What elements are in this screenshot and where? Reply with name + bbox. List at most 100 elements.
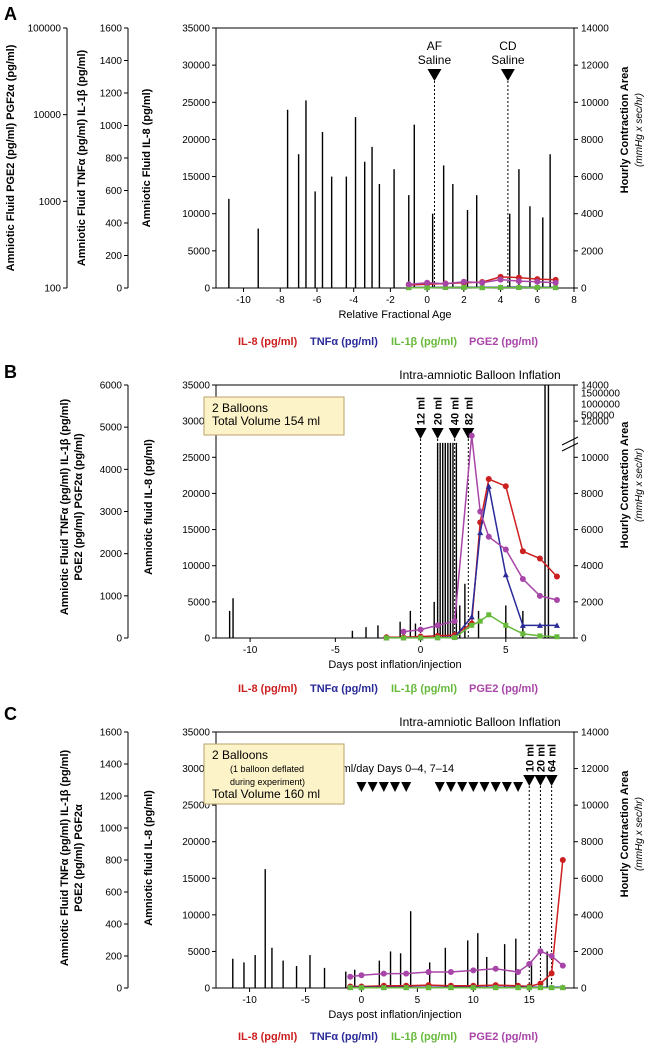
- panel-a-series-point: [553, 285, 559, 291]
- panel-a-right-tick-label: 4000: [581, 209, 604, 220]
- panel-b-series-point: [485, 533, 492, 540]
- panel-c-note-box: [203, 743, 345, 805]
- panel-b-il8-tick-label: 35000: [182, 381, 210, 392]
- panel-a-y_cyt-tick-label: 800: [105, 154, 122, 165]
- panel-b-right-tick-label: 14000: [581, 381, 609, 392]
- panel-c-small-injection-marker: [445, 782, 456, 792]
- panel-b-y_cyt-tick-label: 2000: [100, 549, 123, 560]
- panel-c-event-marker: [545, 775, 558, 786]
- panel-b-series-point: [418, 635, 424, 641]
- panel-b-series-point: [477, 508, 484, 515]
- panel-a-series-point: [461, 285, 467, 291]
- panel-c-series-point: [559, 962, 566, 969]
- panel-c-il8-tick-label: 25000: [182, 801, 210, 812]
- panel-b-series-point: [554, 634, 560, 640]
- panel-b-x-axis-title: Days post inflation/injection: [328, 659, 461, 671]
- panel-c-il8-tick-label: 15000: [182, 874, 210, 885]
- panel-b-il8-tick-label: 20000: [182, 489, 210, 500]
- panel-b-right-break-tick-label: 1500000: [581, 389, 620, 400]
- panel-a-il8-tick-label: 35000: [182, 24, 210, 35]
- panel-b-series-point: [452, 635, 458, 641]
- panel-a-event-label: Saline: [491, 53, 525, 67]
- panel-c-series-point: [358, 985, 364, 991]
- panel-b-il8-tick-label: 15000: [182, 525, 210, 536]
- panel-a-y_pge-tick-label: 100: [44, 284, 61, 295]
- panel-a-y_cyt-tick-label: 400: [105, 219, 122, 230]
- panel-b-series-point: [519, 622, 526, 628]
- panel-c-event-marker: [534, 775, 547, 786]
- panel-a-right-tick-label: 10000: [581, 98, 609, 109]
- panel-a-right-tick-label: 14000: [581, 24, 609, 35]
- panel-c-right-tick-label: 2000: [581, 947, 604, 958]
- panel-b-y_cyt-tick-label: 1000: [100, 591, 123, 602]
- panel-c-note-line: Total Volume 160 ml: [212, 787, 320, 801]
- panel-b-series-point: [536, 592, 543, 599]
- panel-a-y_cyt-tick-label: 1000: [100, 121, 123, 132]
- panel-b-y_cyt-tick-label: 6000: [100, 381, 123, 392]
- a-il8-axis-title: Amniotic Fluid IL-8 (pg/ml): [141, 88, 153, 227]
- panel-b-series-point: [400, 628, 407, 635]
- panel-b-series-point: [536, 622, 543, 628]
- panel-a-il8-tick-label: 20000: [182, 135, 210, 146]
- panel-c-legend-pge: PGE2 (pg/ml): [469, 1031, 538, 1043]
- panel-a-plot-frame: [215, 27, 575, 289]
- c-cyt-axis-title-2: PGE2 (pg/ml) PGF2α: [73, 804, 85, 912]
- a-right-axis-title: Hourly Contraction Area: [619, 66, 631, 194]
- panel-b-title: Intra-amniotic Balloon Inflation: [399, 368, 560, 382]
- panel-c-small-injection-marker: [468, 782, 479, 792]
- panel-c-small-injection-marker: [367, 782, 378, 792]
- panel-b-series-point: [469, 622, 475, 628]
- panel-c-il8-tick-label: 0: [204, 984, 210, 995]
- panel-b-event-label: 40 ml: [450, 397, 462, 425]
- panel-b-series-point: [553, 597, 560, 604]
- panel-c-title: Intra-amniotic Balloon Inflation: [399, 715, 560, 729]
- panel-c-series-point: [526, 961, 533, 967]
- panel-c-event-label: 20 ml: [535, 744, 547, 772]
- panel-c-series-point: [515, 969, 522, 975]
- panel-b-legend-pge: PGE2 (pg/ml): [469, 683, 538, 695]
- panel-b-series-point: [468, 432, 475, 439]
- panel-c-event-label: 10 ml: [524, 744, 536, 772]
- panel-b-series-point: [434, 622, 441, 629]
- panel-b-right-tick-label: 0: [581, 634, 587, 645]
- panel-a-il8-tick-label: 30000: [182, 61, 210, 72]
- panel-b-event-label: 82 ml: [463, 397, 475, 425]
- panel-b-legend-il8: IL-8 (pg/ml): [238, 683, 298, 695]
- panel-c-right-tick-label: 0: [581, 984, 587, 995]
- panel-c-x-tick-label: 10: [468, 995, 480, 1006]
- panel-c-event-marker: [523, 775, 536, 786]
- a-right-axis-subtitle: (mmHg x sec/hr): [634, 93, 645, 167]
- panel-b-series-point: [519, 575, 526, 582]
- panel-a-y_cyt-tick-label: 0: [116, 284, 122, 295]
- panel-b-right-break-tick-label: 500000: [581, 411, 615, 422]
- panel-b-il8-tick-label: 25000: [182, 453, 210, 464]
- panel-a-series-point: [406, 285, 412, 291]
- panel-c-il8-tick-label: 5000: [188, 947, 211, 958]
- panel-a-y_pge-tick-label: 10000: [33, 110, 61, 121]
- panel-c-schedule-label: ~5 ml/day Days 0–4, 7–14: [326, 763, 454, 775]
- panel-c-right-tick-label: 12000: [581, 764, 609, 775]
- panel-c-y_cyt-tick-label: 1000: [100, 824, 123, 835]
- panel-c-small-injection-marker: [501, 782, 512, 792]
- panel-b-note-line: Total Volume 154 ml: [212, 414, 320, 428]
- c-cyt-axis-title-1: Amniotic Fluid TNFα (pg/ml) IL-1β (pg/ml…: [59, 749, 71, 966]
- panel-c-y_cyt-tick-label: 1200: [100, 792, 123, 803]
- c-right-axis-subtitle: (mmHg x sec/hr): [634, 797, 645, 871]
- panel-c-y_cyt-tick-label: 200: [105, 952, 122, 963]
- panel-c-legend-il8: IL-8 (pg/ml): [238, 1031, 298, 1043]
- panel-c-series-point: [347, 985, 353, 991]
- panel-b-y_cyt-tick-label: 3000: [100, 507, 123, 518]
- panel-a-il8-tick-label: 0: [204, 284, 210, 295]
- panel-b-y_cyt-tick-label: 4000: [100, 465, 123, 476]
- c-right-axis-title: Hourly Contraction Area: [619, 770, 631, 898]
- panel-c-x-tick-label: 15: [524, 995, 536, 1006]
- panel-b-right-break-tick-label: 1000000: [581, 400, 620, 411]
- panel-c-x-axis-title: Days post inflation/injection: [328, 1009, 461, 1021]
- panel-c-series-point: [537, 948, 544, 955]
- panel-a-il8-tick-label: 10000: [182, 209, 210, 220]
- panel-c-series-point: [549, 985, 555, 991]
- panel-b-right-tick-label: 12000: [581, 417, 609, 428]
- panel-c-series-point: [448, 985, 454, 991]
- panel-c-series-point: [380, 970, 387, 977]
